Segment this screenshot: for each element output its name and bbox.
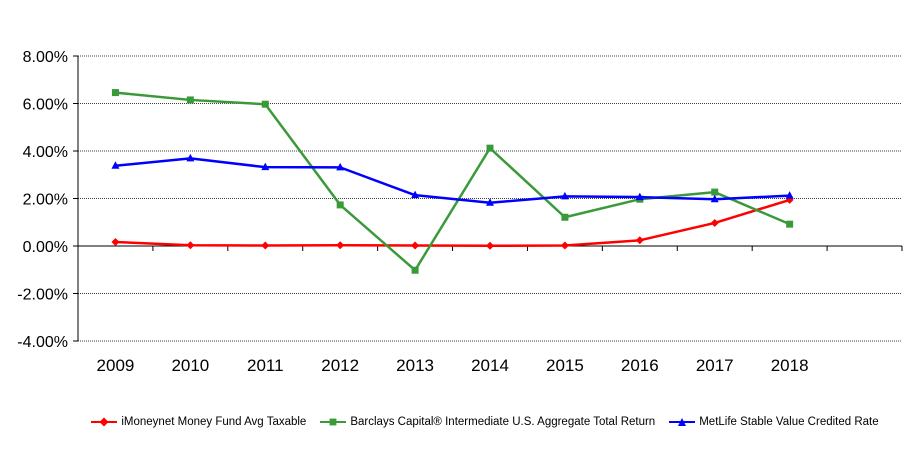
x-axis-tick-labels: 2009 2010 2011 2012 2013 2014 2015 2016 2017 2018 — [97, 356, 809, 375]
data-point — [786, 220, 794, 228]
data-point — [635, 236, 644, 245]
y-tick-label: 4.00% — [23, 144, 68, 161]
data-point — [186, 241, 195, 250]
x-tick-label: 2015 — [546, 356, 584, 375]
data-point — [486, 144, 494, 152]
legend-label: MetLife Stable Value Credited Rate — [699, 416, 879, 428]
line-chart: 8.00% 6.00% 4.00% 2.00% 0.00% -2.00% -4.00% 20… — [17, 49, 903, 375]
data-point — [411, 190, 420, 199]
data-point — [336, 241, 345, 250]
series-line — [115, 157, 790, 205]
legend-swatch — [669, 417, 696, 427]
data-point — [411, 266, 419, 274]
data-point — [111, 237, 120, 246]
data-point — [560, 191, 569, 200]
y-tick-label: 6.00% — [23, 97, 68, 114]
x-tick-label: 2009 — [97, 356, 135, 375]
data-point — [261, 241, 270, 250]
data-point — [710, 218, 719, 227]
y-tick-label: -4.00% — [17, 334, 68, 351]
series-3 — [111, 153, 794, 206]
legend-label: iMoneynet Money Fund Avg Taxable — [121, 416, 307, 428]
data-point — [711, 188, 719, 196]
data-point — [186, 96, 194, 104]
y-tick-label: 2.00% — [23, 192, 68, 209]
y-tick-label: 0.00% — [23, 239, 68, 256]
x-tick-label: 2013 — [396, 356, 434, 375]
data-point — [261, 100, 269, 108]
y-tick-label: 8.00% — [23, 49, 68, 66]
data-point — [710, 194, 719, 203]
y-axis-tick-labels: 8.00% 6.00% 4.00% 2.00% 0.00% -2.00% -4.00% — [17, 49, 68, 351]
data-point — [785, 191, 794, 199]
legend-label: Barclays Capital® Intermediate U.S. Aggr… — [350, 416, 656, 428]
data-point — [635, 192, 644, 201]
data-point — [111, 89, 119, 97]
x-tick-label: 2016 — [621, 356, 659, 375]
data-point — [336, 162, 345, 171]
x-tick-label: 2017 — [696, 356, 734, 375]
series-line — [115, 91, 791, 272]
data-point — [411, 241, 420, 250]
x-tick-label: 2012 — [321, 356, 359, 375]
legend-item: MetLife Stable Value Credited Rate — [669, 416, 879, 428]
x-tick-label: 2010 — [171, 356, 209, 375]
data-point — [486, 198, 494, 206]
series-line — [115, 198, 791, 248]
legend-item: Barclays Capital® Intermediate U.S. Aggr… — [320, 416, 655, 428]
legend-swatch — [91, 417, 118, 427]
data-point — [560, 241, 569, 250]
x-tick-label: 2018 — [771, 356, 809, 375]
series-lines — [111, 89, 794, 274]
data-point — [486, 241, 494, 250]
x-tick-label: 2011 — [247, 356, 284, 375]
data-point — [186, 153, 195, 162]
data-point — [261, 162, 270, 171]
legend-item: iMoneynet Money Fund Avg Taxable — [91, 416, 306, 428]
data-point — [561, 213, 569, 221]
series-1 — [111, 195, 794, 250]
data-point — [336, 201, 344, 209]
axes — [73, 55, 903, 342]
data-point — [111, 161, 120, 169]
legend-swatch — [320, 417, 347, 427]
chart-legend: iMoneynet Money Fund Avg Taxable Barclays… — [60, 412, 910, 432]
series-2 — [111, 89, 794, 274]
y-tick-label: -2.00% — [17, 287, 68, 304]
x-tick-label: 2014 — [471, 356, 509, 375]
